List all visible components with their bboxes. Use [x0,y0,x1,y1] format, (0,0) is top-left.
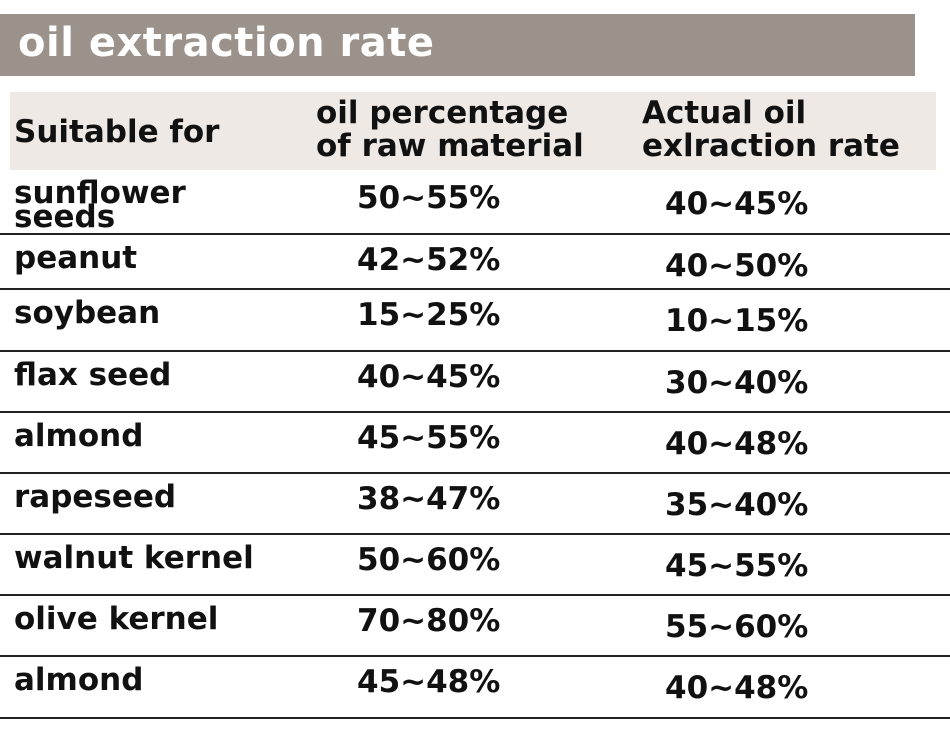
oil-percentage-cell: 70~80% [357,603,501,639]
extraction-rate-cell: 40~45% [665,186,809,222]
material-cell: soybean [14,295,161,331]
header-oil-percentage: oil percentage of raw material [316,97,584,163]
table-row: walnut kernel 50~60% 45~55% [0,535,950,596]
header-actual-extraction-line1: Actual oil [642,95,807,131]
material-cell: sunflower seeds [14,175,186,235]
oil-percentage-cell: 15~25% [357,297,501,333]
extraction-rate-cell: 10~15% [665,303,809,339]
title-bar: oil extraction rate [0,14,915,76]
table-row: soybean 15~25% 10~15% [0,290,950,352]
header-oil-percentage-line1: oil percentage [316,95,569,131]
table-body: sunflower seeds 50~55% 40~45% peanut 42~… [0,173,950,719]
table-row: almond 45~55% 40~48% [0,413,950,474]
table-row: olive kernel 70~80% 55~60% [0,596,950,657]
oil-percentage-cell: 45~48% [357,664,501,700]
material-cell: walnut kernel [14,540,254,576]
extraction-rate-cell: 40~50% [665,248,809,284]
table-header-band [10,92,936,170]
table-row: rapeseed 38~47% 35~40% [0,474,950,535]
material-cell: flax seed [14,357,172,393]
material-cell: olive kernel [14,601,219,637]
table-row: sunflower seeds 50~55% 40~45% [0,173,950,235]
table-row: almond 45~48% 40~48% [0,657,950,719]
extraction-rate-cell: 55~60% [665,609,809,645]
oil-percentage-cell: 38~47% [357,481,501,517]
header-actual-extraction-rate: Actual oil exlraction rate [642,97,900,163]
material-cell: peanut [14,240,138,276]
extraction-rate-cell: 40~48% [665,670,809,706]
table-row: peanut 42~52% 40~50% [0,235,950,290]
oil-percentage-cell: 50~60% [357,542,501,578]
extraction-rate-cell: 45~55% [665,548,809,584]
oil-percentage-cell: 45~55% [357,420,501,456]
oil-percentage-cell: 50~55% [357,180,501,216]
page-title: oil extraction rate [18,20,435,66]
table-row: flax seed 40~45% 30~40% [0,352,950,413]
material-cell: rapeseed [14,479,177,515]
oil-percentage-cell: 40~45% [357,359,501,395]
material-cell: almond [14,662,144,698]
extraction-rate-cell: 30~40% [665,365,809,401]
extraction-rate-cell: 40~48% [665,426,809,462]
material-cell: almond [14,418,144,454]
header-suitable-for: Suitable for [14,114,220,150]
header-oil-percentage-line2: of raw material [316,128,584,164]
oil-percentage-cell: 42~52% [357,242,501,278]
extraction-rate-cell: 35~40% [665,487,809,523]
header-actual-extraction-line2: exlraction rate [642,128,900,164]
